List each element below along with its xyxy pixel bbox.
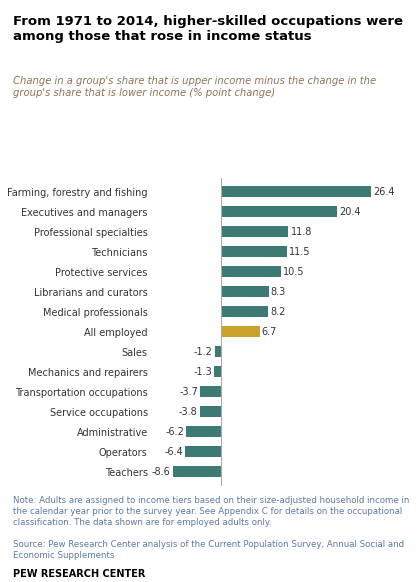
Bar xyxy=(200,406,221,417)
Text: 8.2: 8.2 xyxy=(270,307,286,317)
Text: 10.5: 10.5 xyxy=(284,267,305,276)
Bar xyxy=(221,226,289,237)
Text: 8.3: 8.3 xyxy=(271,287,286,297)
Text: -1.3: -1.3 xyxy=(193,367,212,377)
Bar xyxy=(221,306,268,317)
Bar xyxy=(173,466,221,477)
Text: 20.4: 20.4 xyxy=(340,207,361,217)
Bar xyxy=(200,386,221,398)
Bar xyxy=(221,206,337,217)
Bar xyxy=(221,266,281,277)
Bar xyxy=(221,286,269,297)
Text: Change in a group's share that is upper income minus the change in the
group's s: Change in a group's share that is upper … xyxy=(13,76,376,98)
Bar xyxy=(214,366,221,377)
Bar xyxy=(221,327,260,337)
Bar xyxy=(221,186,371,197)
Text: 11.8: 11.8 xyxy=(291,226,312,237)
Text: Source: Pew Research Center analysis of the Current Population Survey, Annual So: Source: Pew Research Center analysis of … xyxy=(13,540,404,560)
Text: 11.5: 11.5 xyxy=(289,247,310,257)
Text: -8.6: -8.6 xyxy=(152,467,171,477)
Text: -3.7: -3.7 xyxy=(179,387,198,397)
Text: -6.4: -6.4 xyxy=(164,447,183,457)
Text: -3.8: -3.8 xyxy=(179,407,197,417)
Bar xyxy=(221,246,287,257)
Text: -1.2: -1.2 xyxy=(194,347,213,357)
Bar xyxy=(215,346,221,357)
Text: 26.4: 26.4 xyxy=(374,186,395,197)
Text: -6.2: -6.2 xyxy=(165,427,184,437)
Text: 6.7: 6.7 xyxy=(262,327,277,337)
Bar xyxy=(185,446,221,457)
Bar xyxy=(186,427,221,438)
Text: Note: Adults are assigned to income tiers based on their size-adjusted household: Note: Adults are assigned to income tier… xyxy=(13,496,409,527)
Text: From 1971 to 2014, higher-skilled occupations were
among those that rose in inco: From 1971 to 2014, higher-skilled occupa… xyxy=(13,15,403,43)
Text: PEW RESEARCH CENTER: PEW RESEARCH CENTER xyxy=(13,569,145,579)
